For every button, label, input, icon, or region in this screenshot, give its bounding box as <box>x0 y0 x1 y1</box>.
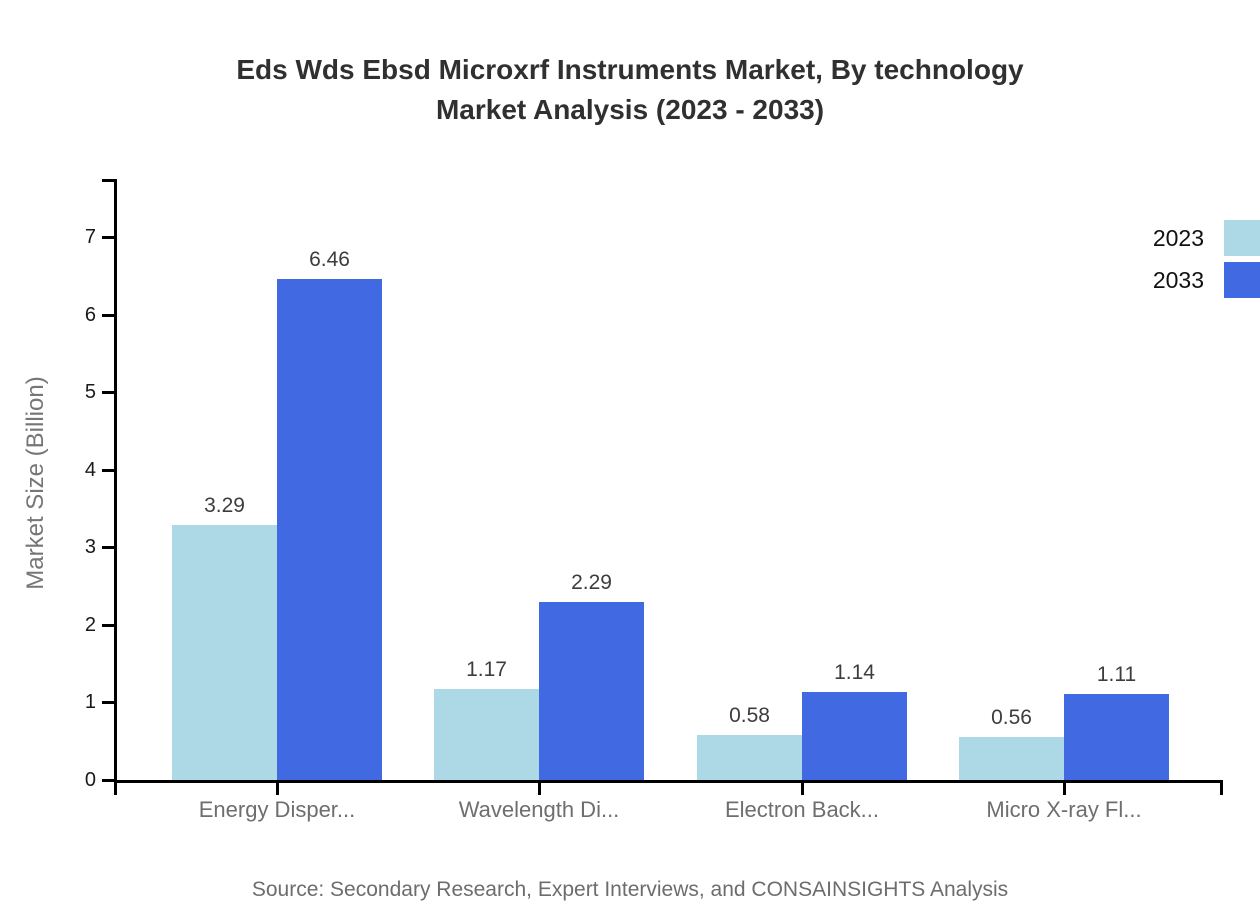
y-tick-label: 2 <box>84 613 96 636</box>
x-axis-end-cap <box>1220 780 1223 795</box>
value-label-2033-group3: 1.14 <box>834 660 875 684</box>
y-tick-label: 0 <box>84 769 96 791</box>
chart-title: Eds Wds Ebsd Microxrf Instruments Market… <box>0 50 1260 130</box>
x-tick <box>801 780 804 795</box>
bar-2023-group1 <box>172 524 277 780</box>
y-tick <box>102 546 114 550</box>
bar-2033-group1 <box>277 278 382 780</box>
y-tick <box>102 313 114 317</box>
value-label-2033-group1: 6.46 <box>309 247 350 271</box>
bar-2033-group4 <box>1064 693 1169 780</box>
y-tick-label: 3 <box>84 536 96 559</box>
y-axis-end-cap <box>102 179 117 182</box>
y-tick <box>102 701 114 705</box>
value-label-2023-group4: 0.56 <box>991 705 1032 729</box>
y-tick <box>102 623 114 627</box>
y-tick-label: 4 <box>84 458 96 481</box>
value-label-2023-group2: 1.17 <box>466 658 507 682</box>
bar-2023-group4 <box>959 736 1064 780</box>
value-label-2023-group1: 3.29 <box>204 493 245 517</box>
y-tick <box>102 391 114 395</box>
x-tick <box>276 780 279 795</box>
bar-2023-group3 <box>697 735 802 780</box>
value-label-2033-group2: 2.29 <box>571 571 612 595</box>
category-label: Electron Back... <box>724 797 880 822</box>
y-tick <box>102 468 114 472</box>
bar-2023-group2 <box>434 689 539 780</box>
chart-title-line2: Market Analysis (2023 - 2033) <box>435 94 825 125</box>
category-label: Micro X-ray Fl... <box>986 797 1142 822</box>
y-tick-label: 1 <box>84 691 96 714</box>
y-tick-label: 7 <box>84 226 96 248</box>
x-axis-baseline <box>114 780 1223 783</box>
legend-swatch-2023 <box>1224 220 1260 256</box>
chart-title-line1: Eds Wds Ebsd Microxrf Instruments Market… <box>236 54 1024 85</box>
x-tick <box>538 780 541 795</box>
bar-2033-group2 <box>539 602 644 780</box>
y-tick-label: 5 <box>84 381 96 404</box>
value-label-2033-group4: 1.11 <box>1096 662 1137 686</box>
y-tick-label: 6 <box>84 303 96 326</box>
x-tick <box>1063 780 1066 795</box>
y-tick <box>102 236 114 239</box>
value-label-2023-group3: 0.58 <box>729 704 770 727</box>
category-label: Wavelength Di... <box>458 797 620 822</box>
legend-label-2033: 2033 <box>1152 267 1204 293</box>
bar-2033-group3 <box>802 691 907 780</box>
category-label: Energy Disper... <box>198 797 356 822</box>
y-axis-spine <box>114 179 117 795</box>
source-note: Source: Secondary Research, Expert Inter… <box>251 878 1009 901</box>
legend-label-2023: 2023 <box>1152 225 1204 251</box>
y-tick <box>102 779 114 782</box>
legend-swatch-2033 <box>1224 262 1260 298</box>
